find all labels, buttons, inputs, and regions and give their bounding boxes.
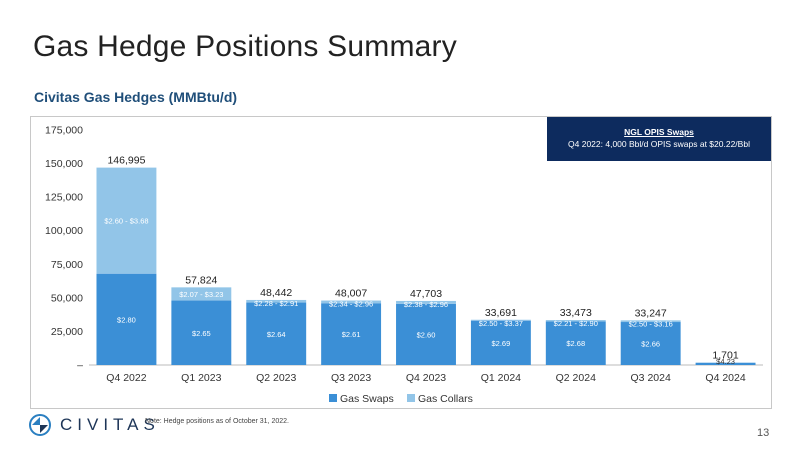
bar-gas-swaps (545, 321, 606, 365)
bar-total-label: 33,473 (560, 307, 592, 319)
bar-gas-collars (96, 167, 157, 274)
bar-gas-swaps (396, 303, 456, 365)
y-tick-label: – (77, 360, 83, 372)
bar-total-label: 48,007 (335, 288, 367, 300)
bar-gas-collars (171, 287, 232, 301)
logo-text: CIVITAS (60, 415, 160, 434)
collar-price-label: $2.50 - $3.16 (629, 319, 673, 328)
swap-price-label: $2.64 (267, 330, 286, 339)
page-number: 13 (757, 427, 770, 439)
x-tick-label: Q2 2024 (556, 372, 596, 384)
y-tick-label: 50,000 (51, 292, 83, 304)
hedge-bar-chart: – 25,000 50,000 75,000 100,000 125,000 150,000… (45, 125, 763, 405)
y-tick-label: 100,000 (45, 225, 83, 237)
y-tick-label: 75,000 (51, 259, 83, 271)
bar-gas-swaps (695, 362, 756, 365)
chart-subtitle: Civitas Gas Hedges (MMBtu/d) (34, 89, 238, 105)
swap-price-label: $2.69 (491, 339, 510, 348)
x-tick-label: Q4 2024 (705, 372, 745, 384)
bar-gas-swaps (321, 303, 382, 365)
swap-price-label: $2.68 (566, 339, 585, 348)
swap-price-label: $2.80 (117, 315, 136, 324)
legend-label-gas-swaps: Gas Swaps (340, 393, 394, 405)
collar-price-label: $2.60 - $3.68 (104, 217, 148, 226)
page-title: Gas Hedge Positions Summary (33, 30, 457, 63)
collar-price-label: $2.50 - $3.37 (479, 319, 523, 328)
legend-swatch-gas-swaps (329, 394, 337, 402)
bar-gas-collars (470, 319, 531, 321)
swap-price-label: $2.65 (192, 329, 211, 338)
collar-price-label: $2.38 - $2.96 (404, 300, 448, 309)
note-box-title: NGL OPIS Swaps (624, 127, 694, 137)
x-tick-label: Q1 2023 (181, 372, 221, 384)
swap-price-label: $4.23 (716, 357, 735, 366)
y-tick-label: 25,000 (51, 326, 83, 338)
civitas-logo-icon (29, 414, 51, 436)
bar-gas-swaps (470, 320, 531, 365)
footer-note: Note: Hedge positions as of October 31, … (145, 418, 289, 425)
bar-gas-collars (396, 300, 456, 304)
bar-gas-swaps (620, 322, 681, 365)
bar-gas-collars (545, 320, 606, 322)
bar-gas-swaps (96, 273, 157, 365)
bar-gas-swaps (171, 300, 232, 365)
swap-price-label: $2.61 (342, 330, 361, 339)
x-tick-label: Q2 2023 (256, 372, 296, 384)
collar-price-label: $2.21 - $2.90 (554, 319, 598, 328)
bar-gas-collars (321, 300, 382, 304)
company-logo: CIVITAS (28, 410, 160, 440)
ngl-opis-note-box: NGL OPIS Swaps Q4 2022: 4,000 Bbl/d OPIS… (547, 117, 771, 161)
y-tick-label: 125,000 (45, 192, 83, 204)
y-tick-label: 150,000 (45, 158, 83, 170)
note-box-text: Q4 2022: 4,000 Bbl/d OPIS swaps at $20.2… (568, 139, 750, 149)
legend-label-gas-collars: Gas Collars (418, 393, 473, 405)
chart-container: – 25,000 50,000 75,000 100,000 125,000 150,000… (30, 116, 772, 409)
x-tick-label: Q3 2024 (631, 372, 671, 384)
x-tick-label: Q3 2023 (331, 372, 371, 384)
bar-total-label: 146,995 (107, 155, 145, 167)
bar-total-label: 47,703 (410, 288, 442, 300)
x-tick-label: Q1 2024 (481, 372, 521, 384)
bar-total-label: 1,701 (712, 350, 738, 362)
collar-price-label: $2.34 - $2.96 (329, 300, 373, 309)
collar-price-label: $2.07 - $3.23 (179, 290, 223, 299)
swap-price-label: $2.66 (641, 340, 660, 349)
swap-price-label: $2.60 (417, 330, 436, 339)
bar-total-label: 33,691 (485, 307, 517, 319)
x-tick-label: Q4 2023 (406, 372, 446, 384)
collar-price-label: $2.28 - $2.91 (254, 299, 298, 308)
x-tick-label: Q4 2022 (106, 372, 146, 384)
legend-swatch-gas-collars (407, 394, 415, 402)
bar-total-label: 48,442 (260, 287, 292, 299)
bar-gas-collars (620, 320, 681, 323)
bar-gas-swaps (246, 302, 307, 365)
bar-total-label: 57,824 (185, 274, 217, 286)
bar-total-label: 33,247 (635, 307, 667, 319)
y-tick-label: 175,000 (45, 125, 83, 137)
bar-gas-collars (246, 299, 307, 303)
